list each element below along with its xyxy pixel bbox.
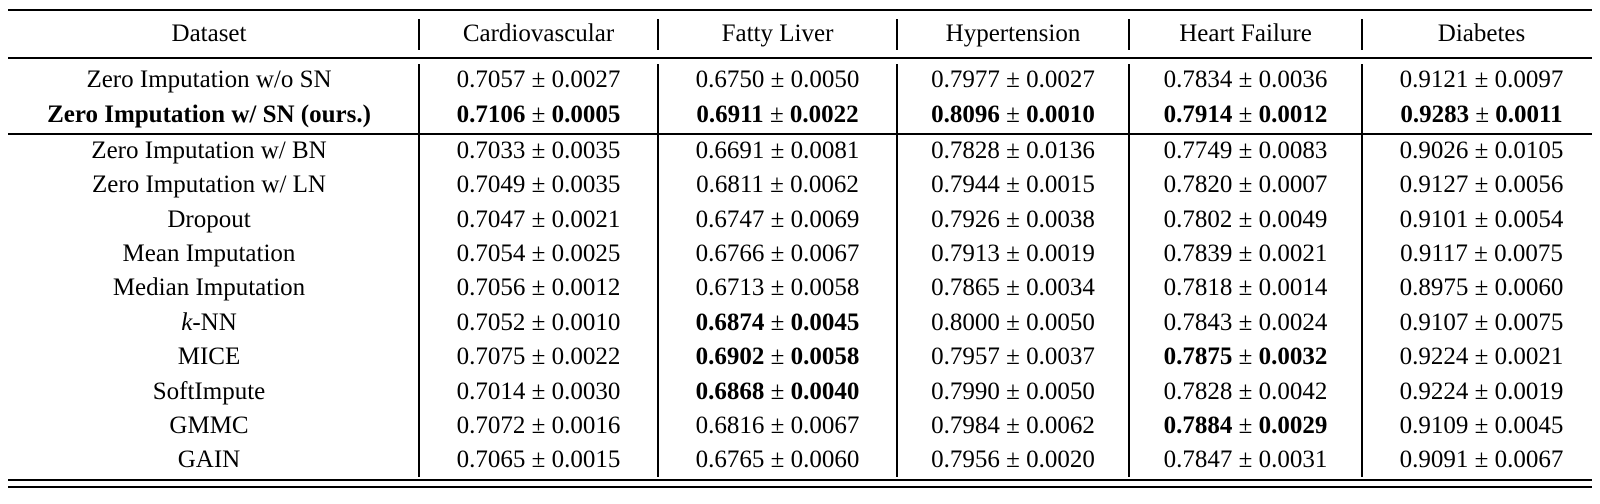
metric-cell: 0.7075 ± 0.0022 [456, 343, 621, 370]
header-dataset: Dataset [171, 20, 247, 47]
header-cardiovascular: Cardiovascular [462, 20, 615, 47]
metric-cell: 0.7047 ± 0.0021 [456, 206, 621, 233]
method-name: k-NN [181, 309, 237, 336]
col-divider [1128, 64, 1130, 477]
metric-cell: 0.6747 ± 0.0069 [695, 206, 860, 233]
metric-cell: 0.9026 ± 0.0105 [1399, 137, 1564, 164]
method-name: GMMC [169, 412, 249, 439]
metric-cell: 0.7926 ± 0.0038 [931, 206, 1095, 233]
metric-cell: 0.7865 ± 0.0034 [931, 274, 1095, 301]
metric-cell: 0.6811 ± 0.0062 [696, 171, 859, 198]
metric-cell: 0.6816 ± 0.0067 [695, 412, 860, 439]
method-name: Zero Imputation w/ SN (ours.) [47, 101, 371, 128]
metric-cell: 0.7049 ± 0.0035 [456, 171, 621, 198]
metric-cell: 0.9101 ± 0.0054 [1399, 206, 1564, 233]
metric-cell: 0.9127 ± 0.0056 [1399, 171, 1564, 198]
metric-cell: 0.7802 ± 0.0049 [1163, 206, 1328, 233]
metric-cell: 0.7914 ± 0.0012 [1163, 101, 1328, 128]
method-name: Zero Imputation w/ BN [91, 137, 327, 164]
metric-cell: 0.9091 ± 0.0067 [1399, 446, 1564, 473]
method-name: Zero Imputation w/o SN [86, 66, 332, 93]
header-rule [8, 57, 1592, 59]
metric-cell: 0.9224 ± 0.0019 [1399, 378, 1564, 405]
method-name: Dropout [167, 206, 251, 233]
metric-cell: 0.6766 ± 0.0067 [695, 240, 860, 267]
col-divider [896, 19, 898, 50]
header-diabetes: Diabetes [1437, 20, 1526, 47]
metric-cell: 0.7875 ± 0.0032 [1163, 343, 1328, 370]
metric-cell: 0.7818 ± 0.0014 [1163, 274, 1328, 301]
metric-cell: 0.9224 ± 0.0021 [1399, 343, 1564, 370]
method-name: MICE [177, 343, 241, 370]
metric-cell: 0.9121 ± 0.0097 [1399, 66, 1564, 93]
metric-cell: 0.6902 ± 0.0058 [695, 343, 860, 370]
metric-cell: 0.6874 ± 0.0045 [695, 309, 860, 336]
metric-cell: 0.9283 ± 0.0011 [1400, 101, 1563, 128]
metric-cell: 0.7944 ± 0.0015 [931, 171, 1095, 198]
method-name: GAIN [177, 446, 241, 473]
metric-cell: 0.7828 ± 0.0136 [931, 137, 1095, 164]
metric-cell: 0.7847 ± 0.0031 [1163, 446, 1328, 473]
col-divider [418, 19, 420, 50]
method-name: Zero Imputation w/ LN [92, 171, 326, 198]
metric-cell: 0.7990 ± 0.0050 [931, 378, 1095, 405]
metric-cell: 0.6868 ± 0.0040 [695, 378, 860, 405]
col-divider [418, 64, 420, 477]
metric-cell: 0.7984 ± 0.0062 [931, 412, 1095, 439]
metric-cell: 0.9109 ± 0.0045 [1399, 412, 1564, 439]
metric-cell: 0.7884 ± 0.0029 [1163, 412, 1328, 439]
metric-cell: 0.7033 ± 0.0035 [456, 137, 621, 164]
metric-cell: 0.7056 ± 0.0012 [456, 274, 621, 301]
metric-cell: 0.7057 ± 0.0027 [456, 66, 621, 93]
metric-cell: 0.7913 ± 0.0019 [931, 240, 1095, 267]
top-rule [8, 9, 1592, 12]
col-divider [1128, 19, 1130, 50]
col-divider [896, 64, 898, 477]
col-divider [657, 19, 659, 50]
method-name: SoftImpute [152, 378, 266, 405]
metric-cell: 0.7054 ± 0.0025 [456, 240, 621, 267]
metric-cell: 0.9117 ± 0.0075 [1400, 240, 1563, 267]
metric-cell: 0.8096 ± 0.0010 [931, 101, 1095, 128]
header-fatty-liver: Fatty Liver [721, 20, 834, 47]
metric-cell: 0.7052 ± 0.0010 [456, 309, 621, 336]
metric-cell: 0.7106 ± 0.0005 [456, 101, 621, 128]
metric-cell: 0.7834 ± 0.0036 [1163, 66, 1328, 93]
mid-rule [8, 133, 1592, 135]
metric-cell: 0.9107 ± 0.0075 [1399, 309, 1564, 336]
metric-cell: 0.7072 ± 0.0016 [456, 412, 621, 439]
metric-cell: 0.8975 ± 0.0060 [1399, 274, 1564, 301]
metric-cell: 0.8000 ± 0.0050 [931, 309, 1095, 336]
metric-cell: 0.6911 ± 0.0022 [696, 101, 859, 128]
metric-cell: 0.7956 ± 0.0020 [931, 446, 1095, 473]
metric-cell: 0.7014 ± 0.0030 [456, 378, 621, 405]
metric-cell: 0.6691 ± 0.0081 [695, 137, 860, 164]
method-name: Mean Imputation [122, 240, 296, 267]
metric-cell: 0.7749 ± 0.0083 [1163, 137, 1328, 164]
metric-cell: 0.7977 ± 0.0027 [931, 66, 1095, 93]
metric-cell: 0.6765 ± 0.0060 [695, 446, 860, 473]
header-heart-failure: Heart Failure [1179, 20, 1312, 47]
metric-cell: 0.6713 ± 0.0058 [695, 274, 860, 301]
metric-cell: 0.7065 ± 0.0015 [456, 446, 621, 473]
metric-cell: 0.7957 ± 0.0037 [931, 343, 1095, 370]
col-divider [657, 64, 659, 477]
bottom-rule-2 [8, 486, 1592, 488]
metric-cell: 0.7843 ± 0.0024 [1163, 309, 1328, 336]
metric-cell: 0.6750 ± 0.0050 [695, 66, 860, 93]
method-name: Median Imputation [112, 274, 306, 301]
metric-cell: 0.7839 ± 0.0021 [1163, 240, 1328, 267]
metric-cell: 0.7820 ± 0.0007 [1163, 171, 1328, 198]
header-hypertension: Hypertension [945, 20, 1081, 47]
metric-cell: 0.7828 ± 0.0042 [1163, 378, 1328, 405]
bottom-rule-1 [8, 479, 1592, 481]
col-divider [1361, 19, 1363, 50]
col-divider [1361, 64, 1363, 477]
